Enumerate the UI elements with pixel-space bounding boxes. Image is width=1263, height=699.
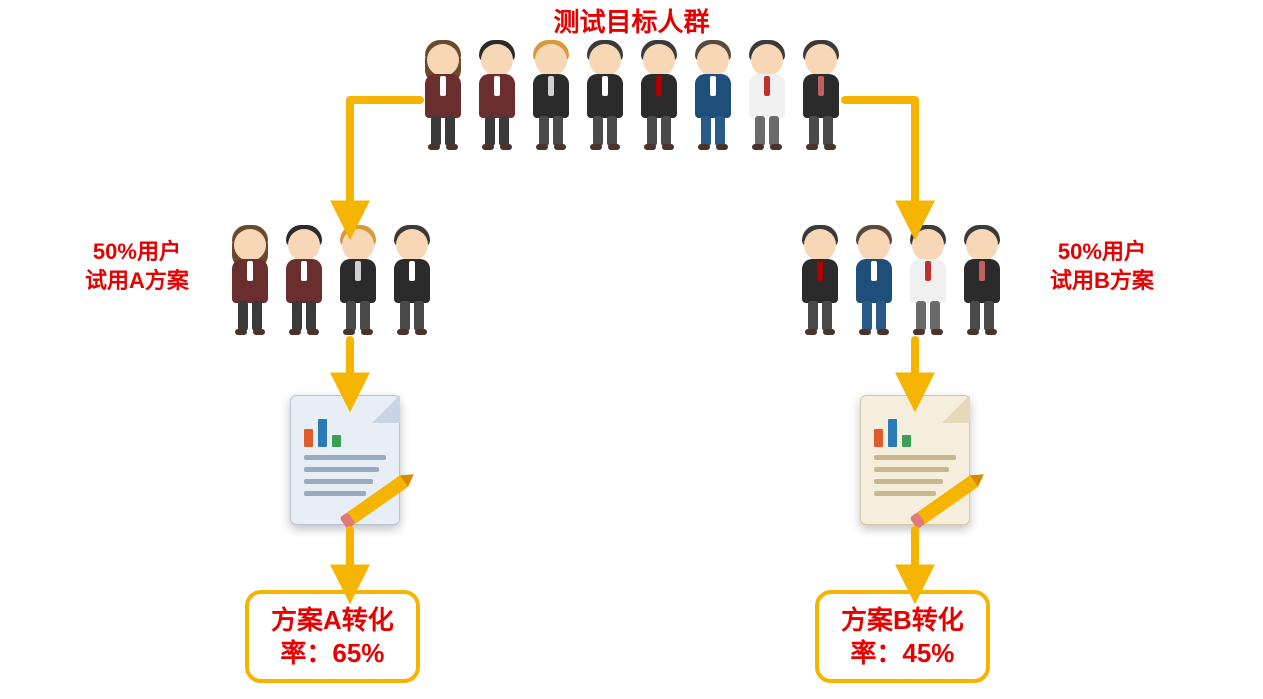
person-icon [634,40,684,150]
branch-a-label: 50%用户 试用A方案 [85,238,189,295]
result-a-line1: 方案A转化 [271,604,394,637]
person-icon [526,40,576,150]
person-icon [418,40,468,150]
audience-row-a [225,225,437,335]
person-icon [580,40,630,150]
person-icon [472,40,522,150]
person-icon [849,225,899,335]
person-icon [225,225,275,335]
person-icon [279,225,329,335]
report-icon-b [860,395,970,525]
audience-row-b [795,225,1007,335]
branch-a-label-line2: 试用A方案 [85,267,189,296]
result-b-line1: 方案B转化 [841,604,964,637]
diagram-title: 测试目标人群 [553,2,709,39]
audience-row-top [418,40,846,150]
person-icon [903,225,953,335]
result-box-a: 方案A转化 率：65% [245,590,420,683]
person-icon [742,40,792,150]
person-icon [957,225,1007,335]
result-b-line2: 率：45% [841,637,964,670]
result-a-line2: 率：65% [271,637,394,670]
branch-a-label-line1: 50%用户 [85,238,189,267]
person-icon [688,40,738,150]
branch-b-label-line1: 50%用户 [1050,238,1154,267]
branch-b-label-line2: 试用B方案 [1050,267,1154,296]
report-icon-a [290,395,400,525]
person-icon [795,225,845,335]
person-icon [387,225,437,335]
person-icon [796,40,846,150]
person-icon [333,225,383,335]
result-box-b: 方案B转化 率：45% [815,590,990,683]
branch-b-label: 50%用户 试用B方案 [1050,238,1154,295]
